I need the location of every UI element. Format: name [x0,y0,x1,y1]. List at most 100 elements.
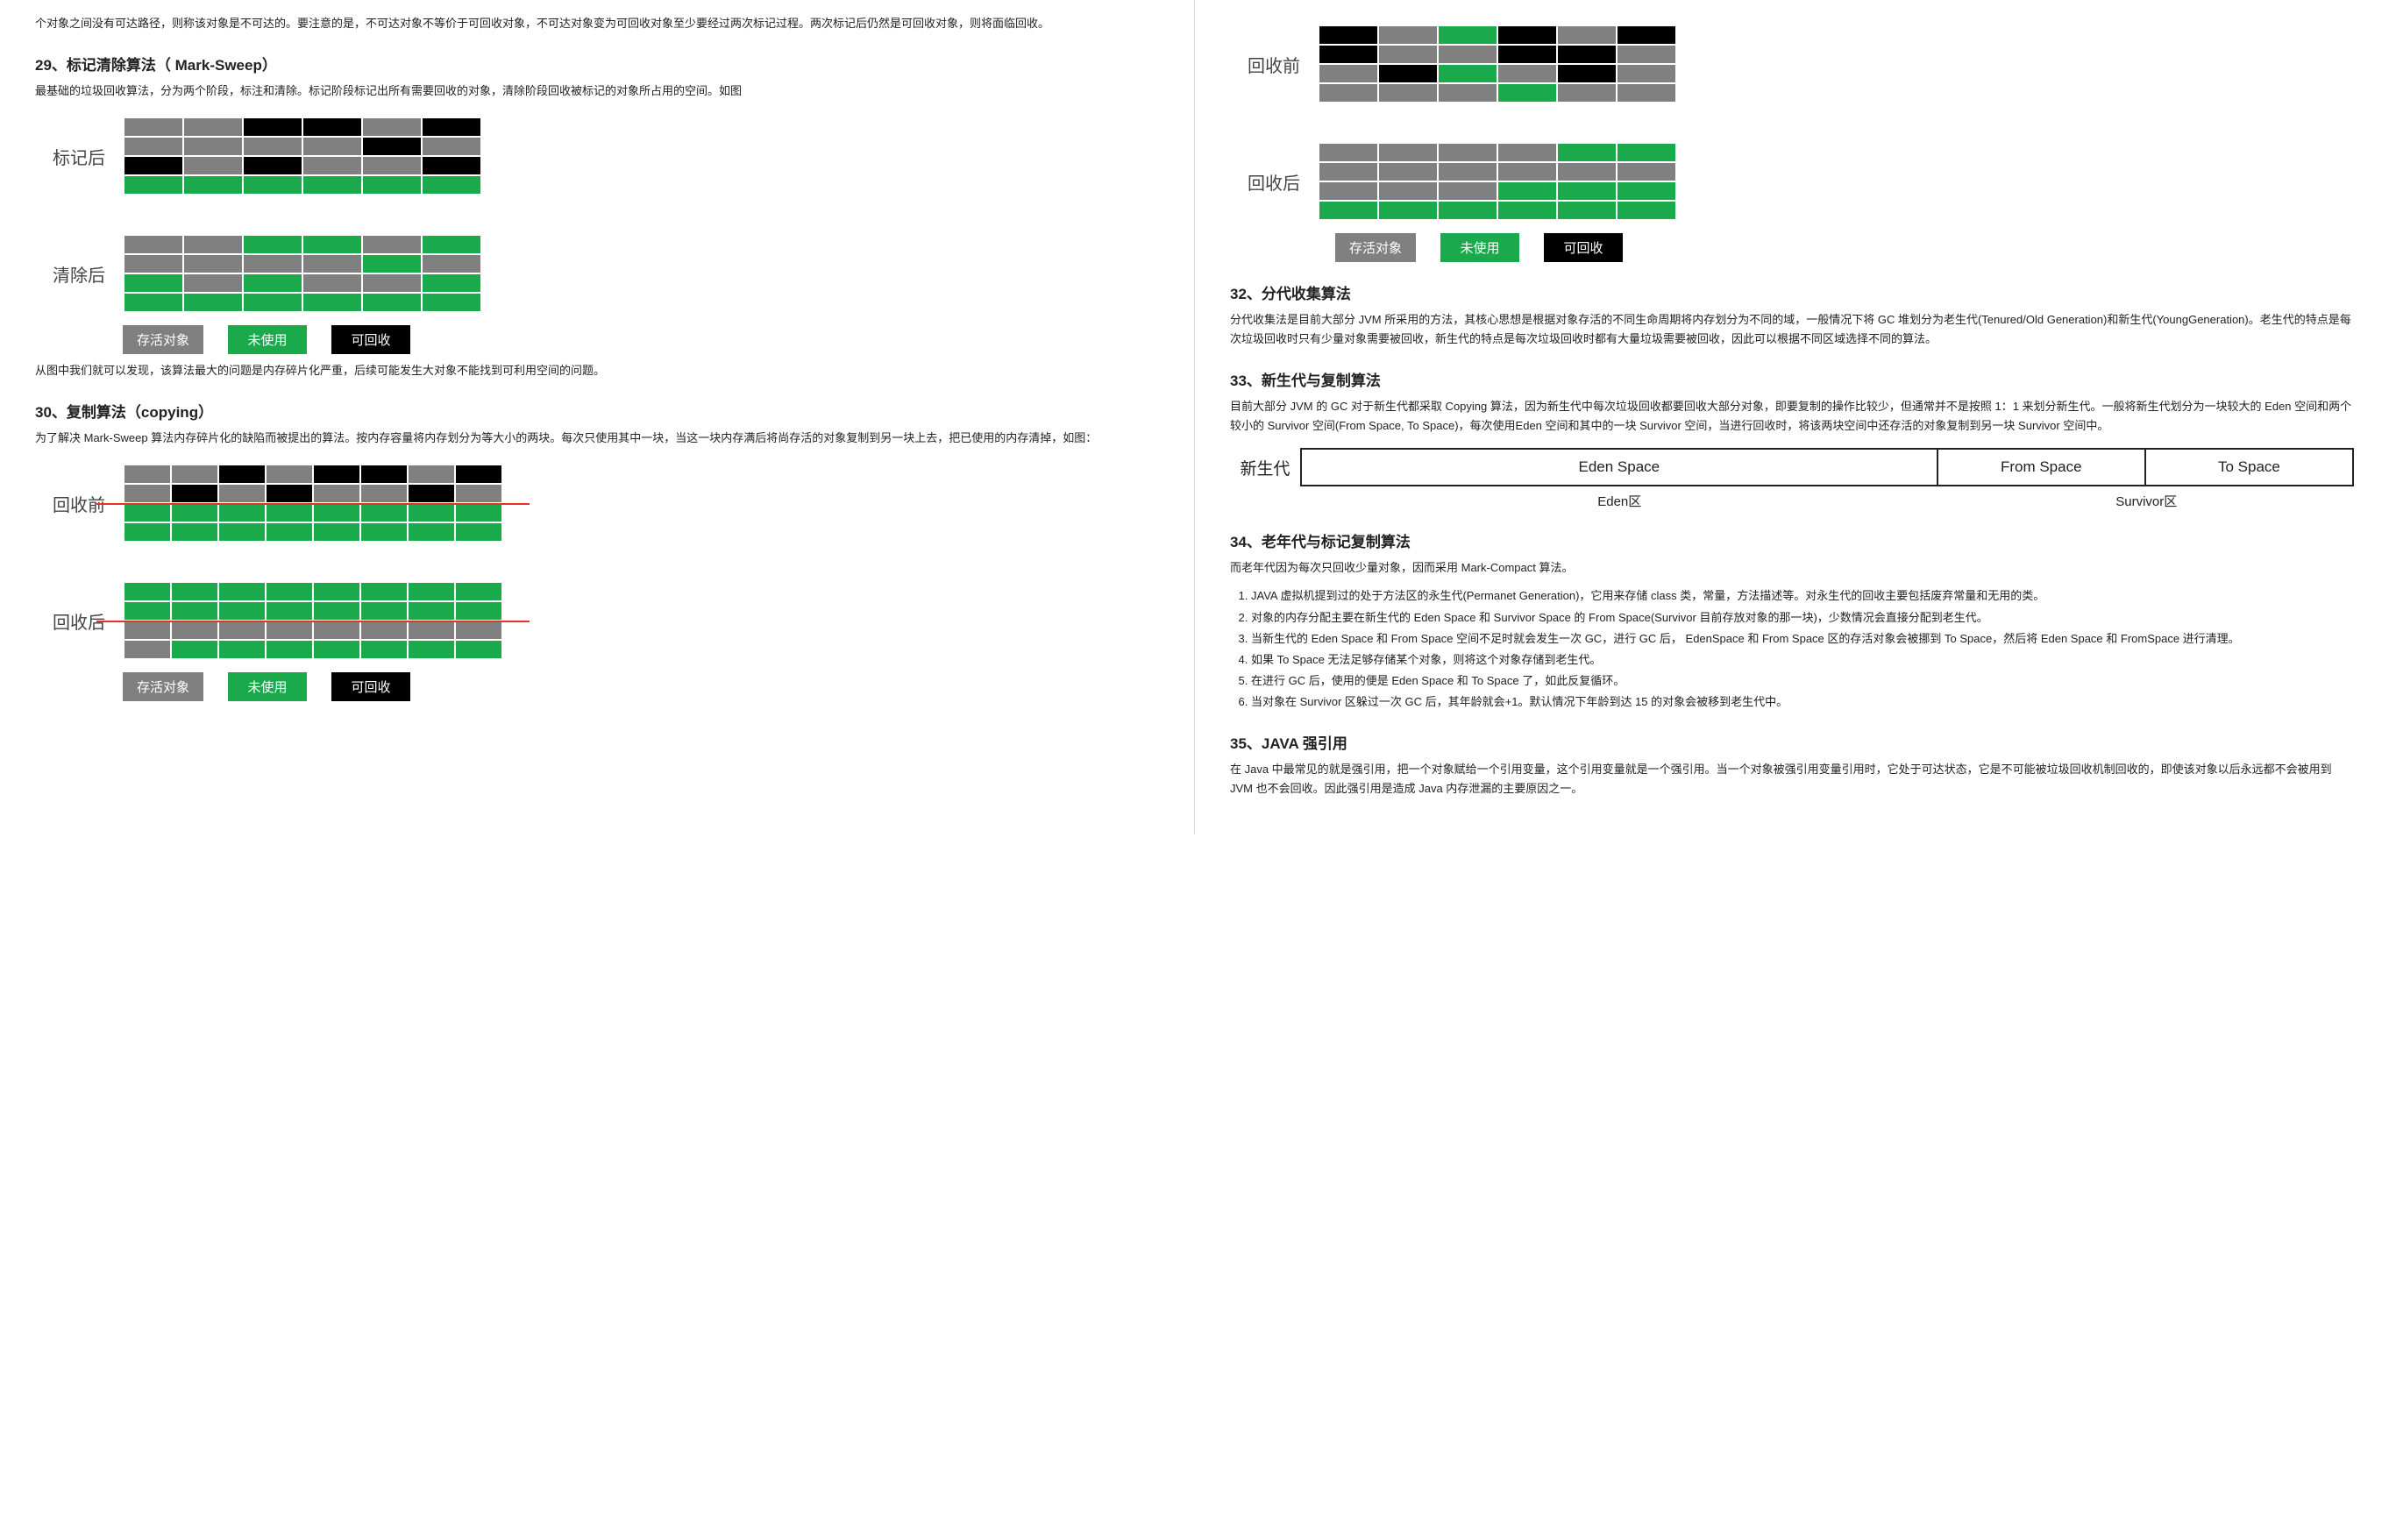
memory-cell [1319,162,1378,181]
memory-cell [362,273,422,293]
copying-figure: 回收前 回收后 [35,464,1159,660]
memory-cell [124,484,171,503]
memory-cell [218,640,266,659]
memory-cell [1617,181,1676,201]
memory-cell [266,522,313,542]
memory-cell [124,235,183,254]
eden-sublabel: Eden区 [1300,492,1938,510]
memory-cell [1319,45,1378,64]
memory-cell [1617,201,1676,220]
section-30-title: 30、复制算法（copying） [35,400,1159,422]
memory-cell [302,156,362,175]
memory-cell [266,484,313,503]
sweep-after-grid [123,234,482,313]
memory-cell [171,582,218,601]
memory-cell [455,522,502,542]
memory-cell [183,156,243,175]
memory-cell [124,117,183,137]
memory-cell [1497,181,1557,201]
memory-cell [408,582,455,601]
section-29-title: 29、标记清除算法（ Mark-Sweep） [35,53,1159,75]
memory-cell [124,273,183,293]
memory-cell [302,137,362,156]
memory-cell [124,137,183,156]
memory-cell [171,522,218,542]
memory-cell [243,293,302,312]
to-space-box: To Space [2146,450,2352,485]
list-item: 当新生代的 Eden Space 和 From Space 空间不足时就会发生一… [1251,629,2354,649]
memory-cell [422,117,481,137]
section-32-title: 32、分代收集算法 [1230,281,2354,303]
memory-cell [1319,64,1378,83]
section-30-desc: 为了解决 Mark-Sweep 算法内存碎片化的缺陷而被提出的算法。按内存容量将… [35,429,1159,448]
list-item: 在进行 GC 后，使用的便是 Eden Space 和 To Space 了，如… [1251,671,2354,691]
memory-cell [124,621,171,640]
memory-cell [302,117,362,137]
memory-cell [422,254,481,273]
memory-cell [1617,64,1676,83]
list-item: 如果 To Space 无法足够存储某个对象，则将这个对象存储到老生代。 [1251,650,2354,670]
memory-cell [1438,143,1497,162]
memory-cell [124,503,171,522]
memory-cell [302,175,362,195]
memory-cell [124,254,183,273]
section-29-summary: 从图中我们就可以发现，该算法最大的问题是内存碎片化严重，后续可能发生大对象不能找… [35,361,1159,380]
memory-cell [362,293,422,312]
list-item: 当对象在 Survivor 区躲过一次 GC 后，其年龄就会+1。默认情况下年龄… [1251,692,2354,712]
memory-cell [124,293,183,312]
section-29-desc: 最基础的垃圾回收算法，分为两个阶段，标注和清除。标记阶段标记出所有需要回收的对象… [35,82,1159,101]
memory-cell [243,117,302,137]
memory-cell [218,522,266,542]
memory-cell [171,503,218,522]
memory-cell [422,156,481,175]
memory-cell [313,601,360,621]
legend-reclaim: 可回收 [1544,233,1623,262]
memory-cell [218,621,266,640]
list-item: 对象的内存分配主要在新生代的 Eden Space 和 Survivor Spa… [1251,608,2354,628]
memory-cell [455,640,502,659]
memory-cell [183,235,243,254]
after-reclaim-grid [1318,142,1677,221]
memory-cell [1319,181,1378,201]
legend-unused: 未使用 [1440,233,1519,262]
memory-cell [455,503,502,522]
memory-cell [1557,64,1617,83]
memory-cell [408,465,455,484]
memory-cell [1438,45,1497,64]
memory-cell [313,522,360,542]
memory-cell [1497,25,1557,45]
legend-30: 存活对象 未使用 可回收 [123,672,1159,701]
memory-cell [183,293,243,312]
mark-after-label: 标记后 [35,144,123,169]
memory-cell [1438,181,1497,201]
memory-cell [1319,143,1378,162]
memory-cell [362,175,422,195]
memory-cell [124,156,183,175]
memory-cell [183,137,243,156]
memory-cell [1319,201,1378,220]
memory-cell [1557,162,1617,181]
memory-cell [183,117,243,137]
eden-space-box: Eden Space [1302,450,1938,485]
memory-cell [408,621,455,640]
memory-cell [1378,181,1438,201]
memory-cell [1497,143,1557,162]
legend-31: 存活对象 未使用 可回收 [1335,233,2354,262]
memory-cell [455,465,502,484]
memory-cell [1378,25,1438,45]
memory-cell [313,621,360,640]
memory-cell [243,273,302,293]
memory-cell [455,621,502,640]
memory-cell [1617,25,1676,45]
before-reclaim-label: 回收前 [1230,52,1318,77]
memory-cell [1378,201,1438,220]
memory-cell [1557,45,1617,64]
intro-text: 个对象之间没有可达路径，则称该对象是不可达的。要注意的是，不可达对象不等价于可回… [35,14,1159,33]
memory-cell [302,254,362,273]
memory-cell [422,137,481,156]
memory-cell [1438,201,1497,220]
section-33-desc: 目前大部分 JVM 的 GC 对于新生代都采取 Copying 算法，因为新生代… [1230,397,2354,436]
memory-cell [1557,25,1617,45]
memory-cell [302,293,362,312]
memory-cell [455,601,502,621]
